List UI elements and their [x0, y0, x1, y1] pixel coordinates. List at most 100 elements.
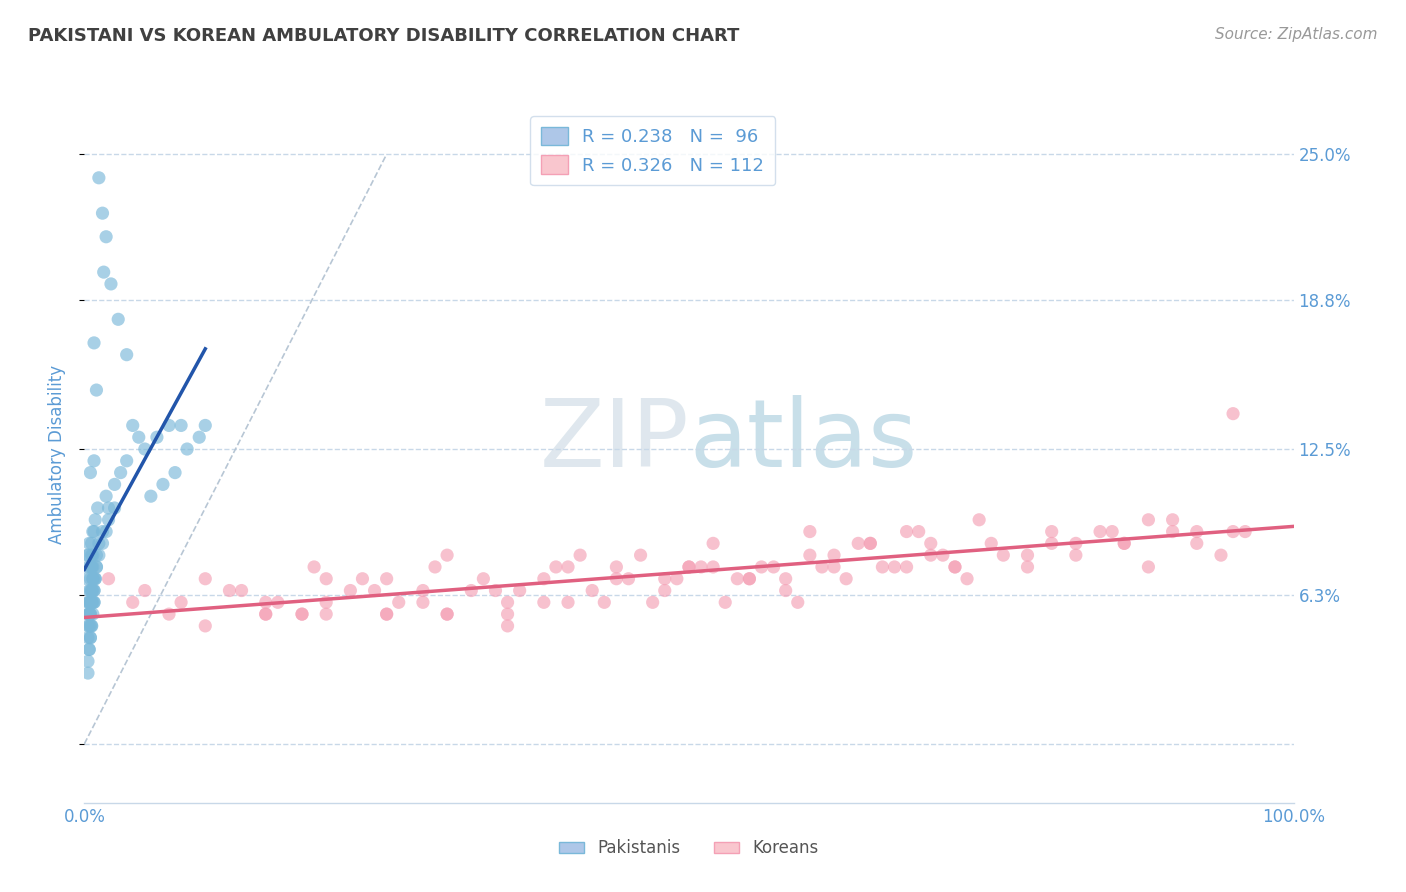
Point — [100, 277, 122, 291]
Point — [943, 560, 966, 574]
Point — [725, 572, 748, 586]
Point — [91, 206, 114, 220]
Point — [79, 572, 101, 586]
Point — [121, 418, 143, 433]
Point — [80, 595, 103, 609]
Point — [363, 583, 385, 598]
Text: Source: ZipAtlas.com: Source: ZipAtlas.com — [1215, 27, 1378, 42]
Point — [846, 536, 869, 550]
Point — [86, 383, 108, 397]
Point — [1222, 524, 1244, 539]
Point — [1209, 548, 1232, 562]
Point — [315, 607, 337, 621]
Point — [86, 560, 108, 574]
Point — [79, 607, 101, 621]
Point — [79, 560, 101, 574]
Point — [302, 560, 325, 574]
Point — [97, 500, 120, 515]
Point — [146, 430, 169, 444]
Point — [83, 454, 105, 468]
Point — [775, 572, 797, 586]
Point — [104, 477, 127, 491]
Point — [83, 583, 105, 598]
Point — [86, 548, 108, 562]
Point — [77, 595, 100, 609]
Point — [80, 595, 103, 609]
Point — [80, 536, 103, 550]
Point — [77, 560, 100, 574]
Point — [352, 572, 374, 586]
Point — [254, 595, 277, 609]
Point — [557, 560, 579, 574]
Point — [83, 595, 105, 609]
Point — [82, 572, 104, 586]
Point — [714, 595, 737, 609]
Point — [460, 583, 482, 598]
Point — [170, 418, 193, 433]
Point — [77, 536, 100, 550]
Point — [835, 572, 858, 586]
Point — [1064, 548, 1087, 562]
Point — [1161, 513, 1184, 527]
Point — [80, 595, 103, 609]
Point — [77, 548, 100, 562]
Point — [605, 572, 627, 586]
Point — [97, 513, 120, 527]
Point — [77, 607, 100, 621]
Point — [83, 335, 105, 350]
Point — [496, 619, 519, 633]
Point — [375, 607, 398, 621]
Point — [77, 607, 100, 621]
Point — [80, 548, 103, 562]
Point — [77, 642, 100, 657]
Point — [775, 583, 797, 598]
Point — [823, 548, 845, 562]
Point — [231, 583, 253, 598]
Point — [315, 595, 337, 609]
Point — [82, 583, 104, 598]
Point — [859, 536, 882, 550]
Legend: Pakistanis, Koreans: Pakistanis, Koreans — [553, 833, 825, 864]
Point — [176, 442, 198, 456]
Point — [134, 442, 156, 456]
Point — [811, 560, 834, 574]
Point — [165, 466, 187, 480]
Point — [702, 560, 724, 574]
Point — [544, 560, 567, 574]
Point — [786, 595, 808, 609]
Point — [956, 572, 979, 586]
Point — [375, 572, 398, 586]
Point — [83, 583, 105, 598]
Point — [883, 560, 905, 574]
Point — [896, 560, 918, 574]
Point — [80, 583, 103, 598]
Point — [80, 619, 103, 633]
Point — [82, 607, 104, 621]
Point — [436, 548, 458, 562]
Point — [1137, 513, 1160, 527]
Point — [799, 548, 821, 562]
Point — [1185, 536, 1208, 550]
Point — [152, 477, 174, 491]
Point — [630, 548, 652, 562]
Point — [157, 418, 180, 433]
Point — [218, 583, 240, 598]
Point — [104, 500, 127, 515]
Point — [194, 418, 217, 433]
Point — [77, 642, 100, 657]
Point — [77, 548, 100, 562]
Point — [188, 430, 211, 444]
Point — [1114, 536, 1136, 550]
Point — [412, 583, 434, 598]
Point — [496, 595, 519, 609]
Point — [77, 607, 100, 621]
Point — [943, 560, 966, 574]
Point — [87, 536, 110, 550]
Point — [436, 607, 458, 621]
Point — [82, 572, 104, 586]
Point — [115, 454, 138, 468]
Point — [267, 595, 290, 609]
Point — [77, 666, 100, 681]
Point — [77, 619, 100, 633]
Point — [654, 583, 676, 598]
